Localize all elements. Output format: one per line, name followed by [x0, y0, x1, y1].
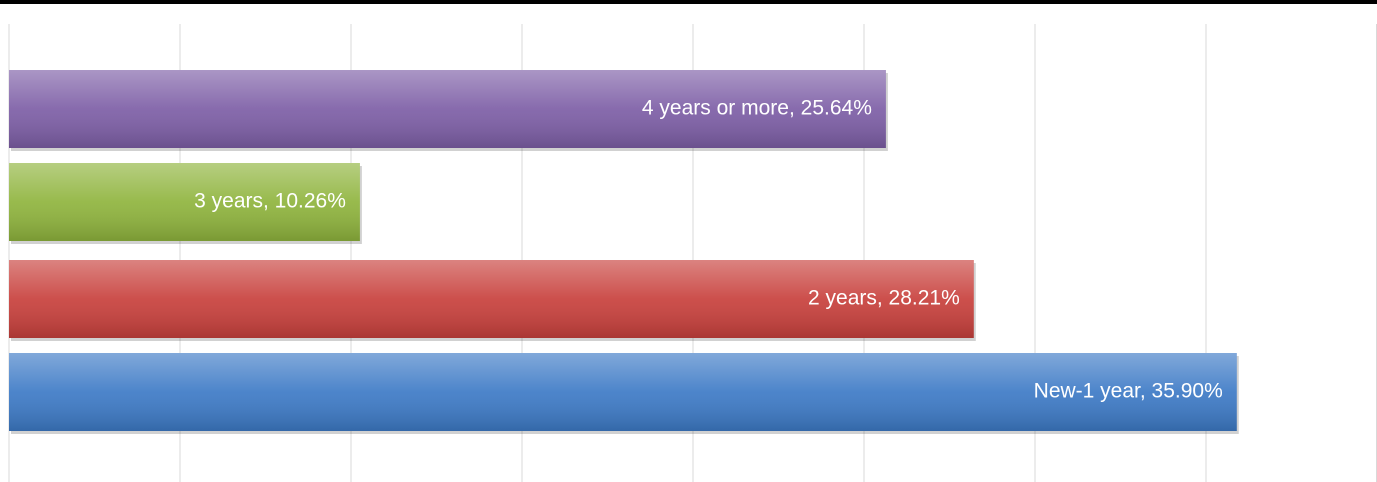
data-label: 4 years or more, 25.64%	[642, 97, 872, 120]
bar-shine	[9, 163, 360, 241]
data-label: New-1 year, 35.90%	[1034, 380, 1223, 403]
bar-shine	[9, 70, 886, 148]
data-label: 3 years, 10.26%	[194, 190, 346, 213]
bar-shine	[9, 353, 1237, 431]
data-label: 2 years, 28.21%	[808, 287, 960, 310]
top-border	[0, 0, 1377, 4]
bar-shine	[9, 260, 974, 338]
